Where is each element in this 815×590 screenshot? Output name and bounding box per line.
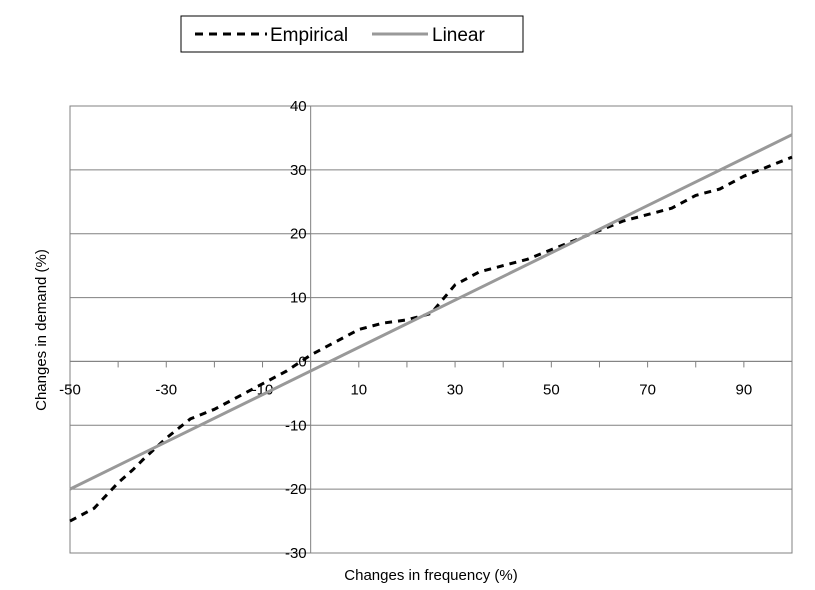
series-line-linear <box>69 133 793 491</box>
series-lines <box>69 133 793 523</box>
x-tick-label: 70 <box>639 381 656 398</box>
legend-label-linear: Linear <box>432 25 485 46</box>
x-tick-label: -10 <box>252 381 274 398</box>
x-tick-label: 50 <box>543 381 560 398</box>
y-tick-label: 0 <box>298 353 306 370</box>
y-axis-label: Changes in demand (%) <box>33 249 50 411</box>
axes <box>69 105 793 554</box>
y-tick-label: 20 <box>290 226 307 243</box>
y-tick-label: 10 <box>290 290 307 307</box>
y-tick-label: -20 <box>285 481 307 498</box>
x-tick-label: 30 <box>447 381 464 398</box>
x-tick-label: -50 <box>59 381 81 398</box>
y-tick-label: -10 <box>285 417 307 434</box>
plot-area <box>69 105 793 554</box>
tick-labels: -50 -30 -10 10 30 50 70 90 -30 -20 -10 0 10 20 30 40 <box>59 98 752 562</box>
y-tick-label: -30 <box>285 545 307 562</box>
y-tick-label: 40 <box>290 98 307 115</box>
x-tick-label: 90 <box>736 381 753 398</box>
x-axis-label: Changes in frequency (%) <box>344 567 517 584</box>
x-tick-label: -30 <box>155 381 177 398</box>
y-tick-label: 30 <box>290 162 307 179</box>
legend-label-empirical: Empirical <box>270 25 348 46</box>
legend: Empirical Linear <box>180 15 524 53</box>
series-line-empirical <box>69 155 793 523</box>
x-tick-label: 10 <box>350 381 367 398</box>
plot-area-border <box>69 105 793 554</box>
